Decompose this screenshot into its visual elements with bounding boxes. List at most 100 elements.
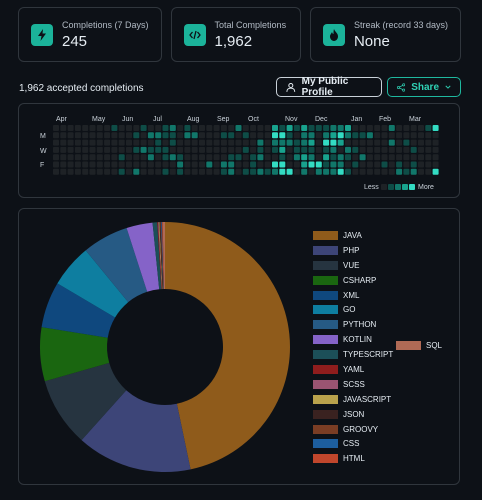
legend-item-scss[interactable]: SCSS [313, 377, 393, 392]
legend-item-python[interactable]: PYTHON [313, 317, 393, 332]
legend-label: JSON [343, 409, 365, 419]
heatmap-cell [286, 139, 293, 146]
heatmap-cell [352, 154, 359, 161]
heatmap-cell [96, 146, 103, 153]
heatmap-cell [315, 154, 322, 161]
heatmap-cell [177, 132, 184, 139]
share-button[interactable]: Share [387, 77, 461, 97]
legend-item-yaml[interactable]: YAML [313, 362, 393, 377]
legend-item-sql[interactable]: SQL [396, 341, 442, 350]
heatmap-cell [250, 132, 257, 139]
heatmap-cell [82, 146, 89, 153]
donut-slice-python[interactable] [85, 228, 148, 303]
heatmap-cell [96, 168, 103, 175]
legend-item-groovy[interactable]: GROOVY [313, 422, 393, 437]
donut-svg [40, 222, 290, 472]
donut-slice-vue[interactable] [44, 362, 127, 441]
legend-item-csharp[interactable]: CSHARP [313, 273, 393, 288]
donut-slice-php[interactable] [81, 390, 191, 472]
legend-swatch [313, 290, 338, 300]
stat-value: None [353, 32, 390, 50]
heatmap-cell [410, 161, 417, 168]
heatmap-cell [293, 146, 300, 153]
heatmap-cell [118, 154, 125, 161]
legend-item-json[interactable]: JSON [313, 407, 393, 422]
heatmap-cell [257, 125, 264, 131]
legend-swatch [313, 454, 338, 464]
heatmap-cell [418, 154, 424, 161]
legend-item-javascript[interactable]: JAVASCRIPT [313, 392, 393, 407]
heatmap-cell [140, 125, 147, 131]
donut-slice-csharp[interactable] [40, 327, 110, 382]
legend-item-css[interactable]: CSS [313, 436, 393, 451]
heatmap-cell [396, 139, 403, 146]
legend-item-go[interactable]: GO [313, 302, 393, 317]
legend-item-kotlin[interactable]: KOTLIN [313, 332, 393, 347]
heatmap-cell [147, 146, 154, 153]
heatmap-cell [410, 139, 417, 146]
heatmap-cell [213, 139, 220, 146]
heatmap-cell [74, 146, 81, 153]
heatmap-cell [126, 161, 132, 168]
heatmap-cell [301, 139, 308, 146]
heatmap-cell [118, 125, 125, 131]
donut-slice-javascript[interactable] [158, 222, 163, 290]
donut-slice-typescript[interactable] [152, 222, 162, 290]
heatmap-cell [60, 146, 67, 153]
heatmap-cell [425, 168, 432, 175]
legend-item-xml[interactable]: XML [313, 288, 393, 303]
heatmap-cell [250, 161, 257, 168]
legend-item-php[interactable]: PHP [313, 243, 393, 258]
heatmap-cell [228, 146, 235, 153]
legend-item-vue[interactable]: VUE [313, 258, 393, 273]
heatmap-cell [425, 154, 432, 161]
donut-slice-yaml[interactable] [157, 222, 162, 290]
fire-icon [322, 23, 345, 46]
heatmap-cell [242, 146, 249, 153]
my-public-profile-button[interactable]: My Public Profile [276, 76, 382, 98]
donut-slice-groovy[interactable] [160, 222, 164, 290]
scale-cell [402, 184, 408, 190]
heatmap-cell [213, 146, 220, 153]
stat-value: 1,962 [214, 32, 253, 50]
heatmap-cell [140, 132, 147, 139]
scale-cell [381, 184, 387, 190]
heatmap-cell [279, 168, 286, 175]
stat-card-completions-7-days: Completions (7 Days) 245 [18, 7, 162, 62]
legend-item-java[interactable]: JAVA [313, 228, 393, 243]
heatmap-cell [366, 139, 373, 146]
donut-slice-go[interactable] [57, 250, 129, 318]
heatmap-cell [82, 168, 89, 175]
heatmap-cell [235, 154, 242, 161]
heatmap-cell [418, 139, 424, 146]
heatmap-cell [147, 154, 154, 161]
donut-slice-sql[interactable] [162, 222, 165, 290]
heatmap-cell [352, 161, 359, 168]
donut-slice-css[interactable] [161, 222, 164, 290]
heatmap-cell [330, 161, 337, 168]
heatmap-cell [133, 168, 140, 175]
donut-slice-java[interactable] [165, 222, 290, 470]
heatmap-cell [359, 154, 366, 161]
heatmap-cell [323, 161, 330, 168]
heatmap-cell [293, 132, 300, 139]
donut-slice-scss[interactable] [157, 222, 163, 290]
heatmap-cell [257, 161, 264, 168]
heatmap-cell [140, 146, 147, 153]
donut-slice-kotlin[interactable] [126, 222, 160, 292]
donut-slice-xml[interactable] [41, 283, 116, 338]
stat-value: 245 [62, 32, 88, 50]
month-label: Feb [379, 116, 392, 123]
heatmap-cell [104, 154, 111, 161]
heatmap-cell [104, 139, 111, 146]
donut-slice-json[interactable] [159, 222, 163, 290]
legend-item-html[interactable]: HTML [313, 451, 393, 466]
heatmap-cell [184, 146, 191, 153]
heatmap-cell [96, 161, 103, 168]
legend-swatch [313, 439, 338, 449]
month-label: Mar [409, 116, 422, 123]
heatmap-cell [169, 139, 176, 146]
heatmap-cell [257, 139, 264, 146]
legend-item-typescript[interactable]: TYPESCRIPT [313, 347, 393, 362]
donut-slice-html[interactable] [161, 222, 164, 290]
